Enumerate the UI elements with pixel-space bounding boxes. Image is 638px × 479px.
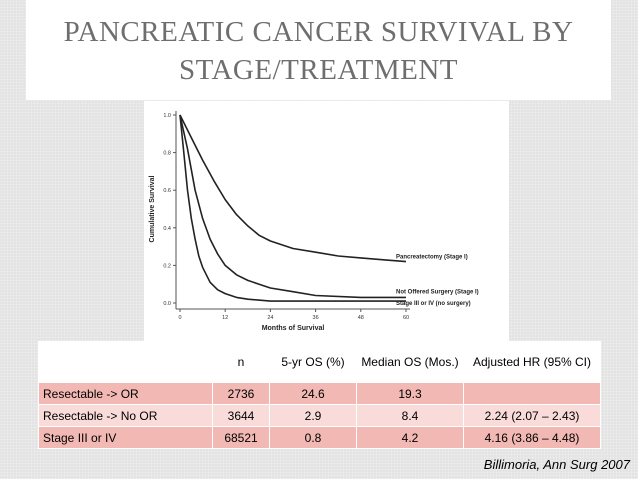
table-cell: 68521 — [212, 426, 270, 449]
x-tick-label: 0 — [178, 315, 181, 321]
x-tick-label: 12 — [222, 315, 228, 321]
header-cell: Median OS (Mos.) — [356, 341, 464, 383]
header-cell: n — [212, 341, 270, 383]
table-cell: Resectable -> No OR — [38, 404, 213, 427]
table-cell: 2.24 (2.07 – 2.43) — [463, 404, 601, 427]
x-tick-label: 60 — [403, 315, 409, 321]
table-row: Resectable -> No OR 3644 2.9 8.4 2.24 (2… — [38, 404, 601, 427]
header-cell — [38, 341, 213, 383]
table-cell: 2.9 — [269, 404, 357, 427]
survival-chart-svg: 0.0 0.2 0.4 0.6 0.8 1.0 0 12 24 36 48 60 Months of S… — [149, 111, 479, 332]
survival-curve-3 — [179, 114, 406, 302]
y-tick-label: 0.0 — [163, 301, 171, 307]
survival-chart: 0.0 0.2 0.4 0.6 0.8 1.0 0 12 24 36 48 60 Months of S… — [144, 101, 509, 344]
x-tick-label: 24 — [267, 315, 273, 321]
table-cell: 4.16 (3.86 – 4.48) — [463, 426, 601, 449]
y-tick-label: 0.4 — [163, 226, 171, 232]
series-label: Pancreatectomy (Stage I) — [396, 255, 468, 261]
table-header-row: n 5-yr OS (%) Median OS (Mos.) Adjusted … — [38, 341, 601, 383]
survival-curve-2 — [179, 114, 406, 299]
survival-table: n 5-yr OS (%) Median OS (Mos.) Adjusted … — [38, 341, 601, 449]
table-cell: 4.2 — [356, 426, 464, 449]
table-cell: 3644 — [212, 404, 270, 427]
table-cell: 19.3 — [356, 382, 464, 405]
header-cell: Adjusted HR (95% CI) — [463, 341, 601, 383]
y-tick-label: 0.2 — [163, 263, 171, 269]
slide-title-line2: STAGE/TREATMENT — [178, 54, 459, 86]
citation: Billimoria, Ann Surg 2007 — [483, 457, 630, 472]
series-label: Not Offered Surgery (Stage I) — [396, 289, 479, 295]
slide-title-line1: PANCREATIC CANCER SURVIVAL BY — [63, 16, 574, 48]
x-tick-label: 48 — [358, 315, 364, 321]
y-axis-label: Cumulative Survival — [149, 175, 156, 242]
title-box: PANCREATIC CANCER SURVIVAL BY STAGE/TREA… — [26, 0, 611, 100]
table-row: Resectable -> OR 2736 24.6 19.3 — [38, 382, 601, 405]
header-cell: 5-yr OS (%) — [269, 341, 357, 383]
slide-title: PANCREATIC CANCER SURVIVAL BY STAGE/TREA… — [26, 13, 611, 89]
table-cell: 8.4 — [356, 404, 464, 427]
table-cell: 2736 — [212, 382, 270, 405]
x-axis-label: Months of Survival — [262, 325, 325, 332]
series-label: Stage III or IV (no surgery) — [396, 301, 471, 307]
table-cell: 24.6 — [269, 382, 357, 405]
y-tick-label: 0.6 — [163, 188, 171, 194]
x-tick-label: 36 — [313, 315, 319, 321]
table-cell — [463, 382, 601, 405]
y-tick-label: 1.0 — [163, 113, 171, 119]
survival-curve-1 — [179, 114, 407, 263]
table-cell: Resectable -> OR — [38, 382, 213, 405]
y-tick-label: 0.8 — [163, 151, 171, 157]
table-row: Stage III or IV 68521 0.8 4.2 4.16 (3.86… — [38, 426, 601, 449]
table-cell: Stage III or IV — [38, 426, 213, 449]
table-cell: 0.8 — [269, 426, 357, 449]
